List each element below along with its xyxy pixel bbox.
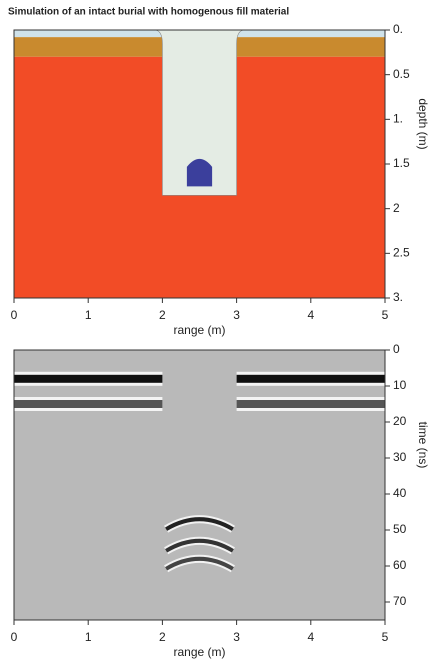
y-tick-label: 10 <box>393 378 407 392</box>
x-axis-label: range (m) <box>173 645 225 659</box>
y-tick-label: 70 <box>393 594 407 608</box>
x-tick-label: 5 <box>382 308 389 322</box>
y-tick-label: 30 <box>393 450 407 464</box>
reflector <box>236 374 385 383</box>
diffraction <box>165 538 234 553</box>
x-tick-label: 0 <box>11 308 18 322</box>
diffraction <box>165 517 234 531</box>
reflector <box>14 400 163 408</box>
y-axis-label: depth (m) <box>416 98 430 149</box>
x-tick-label: 3 <box>233 630 240 644</box>
reflector <box>14 374 163 383</box>
y-tick-label: 0. <box>393 22 403 36</box>
y-tick-label: 60 <box>393 558 407 572</box>
x-axis-label: range (m) <box>173 323 225 337</box>
y-tick-label: 40 <box>393 486 407 500</box>
radargram-background <box>14 350 385 620</box>
x-tick-label: 2 <box>159 630 166 644</box>
plot-frame <box>13 349 386 621</box>
x-tick-label: 3 <box>233 308 240 322</box>
y-tick-label: 50 <box>393 522 407 536</box>
x-tick-label: 2 <box>159 308 166 322</box>
x-tick-label: 0 <box>11 630 18 644</box>
x-tick-label: 5 <box>382 630 389 644</box>
y-tick-label: 0 <box>393 342 400 356</box>
x-tick-label: 4 <box>307 630 314 644</box>
y-tick-label: 1.5 <box>393 156 410 170</box>
x-tick-label: 1 <box>85 308 92 322</box>
reflector <box>236 400 385 408</box>
burial-object <box>186 158 213 187</box>
y-tick-label: 1. <box>393 112 403 126</box>
y-tick-label: 20 <box>393 414 407 428</box>
y-tick-label: 2.5 <box>393 246 410 260</box>
x-tick-label: 4 <box>307 308 314 322</box>
y-tick-label: 2 <box>393 201 400 215</box>
x-tick-label: 1 <box>85 630 92 644</box>
pit <box>154 29 245 196</box>
y-tick-label: 3. <box>393 290 403 304</box>
diffraction <box>165 556 234 571</box>
figure-title: Simulation of an intact burial with homo… <box>8 7 289 18</box>
y-tick-label: 0.5 <box>393 67 410 81</box>
y-axis-label: time (ns) <box>416 422 430 469</box>
